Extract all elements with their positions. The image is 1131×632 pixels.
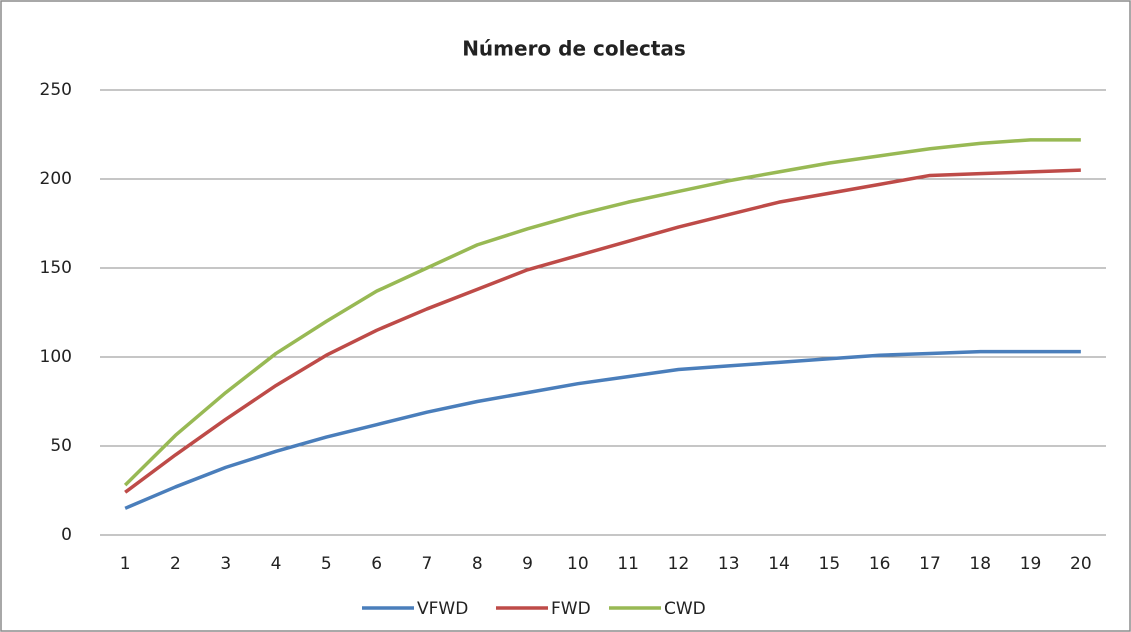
y-tick-label: 200 [40, 169, 72, 189]
x-tick-label: 6 [371, 554, 382, 574]
y-tick-label: 250 [40, 80, 72, 100]
legend-label: FWD [551, 599, 591, 619]
x-tick-label: 7 [422, 554, 433, 574]
x-tick-label: 17 [919, 554, 941, 574]
x-tick-label: 8 [472, 554, 483, 574]
x-tick-label: 16 [869, 554, 891, 574]
y-tick-label: 0 [61, 525, 72, 545]
x-tick-label: 12 [668, 554, 690, 574]
x-tick-label: 4 [271, 554, 282, 574]
line-series [123, 138, 1081, 487]
x-tick-label: 13 [718, 554, 740, 574]
x-tick-label: 11 [617, 554, 639, 574]
x-tick-label: 2 [170, 554, 181, 574]
x-tick-label: 1 [120, 554, 131, 574]
y-tick-label: 100 [40, 347, 72, 367]
x-tick-label: 15 [819, 554, 841, 574]
x-tick-label: 14 [768, 554, 790, 574]
legend-label: CWD [664, 599, 706, 619]
line-series [124, 168, 1081, 494]
x-tick-label: 9 [522, 554, 533, 574]
x-tick-label: 18 [969, 554, 991, 574]
legend-label: VFWD [417, 599, 468, 619]
line-series [124, 349, 1081, 510]
y-tick-label: 150 [40, 258, 72, 278]
chart-title: Número de colectas [462, 37, 686, 61]
x-tick-label: 3 [220, 554, 231, 574]
x-tick-label: 5 [321, 554, 332, 574]
x-tick-label: 19 [1020, 554, 1042, 574]
y-tick-label: 50 [50, 436, 72, 456]
x-tick-label: 10 [567, 554, 589, 574]
x-tick-label: 20 [1070, 554, 1092, 574]
